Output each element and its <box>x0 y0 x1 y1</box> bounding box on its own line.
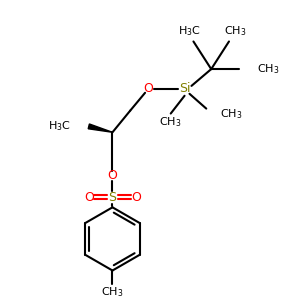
Polygon shape <box>88 124 112 132</box>
Text: S: S <box>109 191 116 204</box>
Text: O: O <box>84 191 94 204</box>
Text: CH$_3$: CH$_3$ <box>220 108 243 122</box>
Text: Si: Si <box>179 82 190 95</box>
Text: CH$_3$: CH$_3$ <box>101 285 124 299</box>
Text: CH$_3$: CH$_3$ <box>224 24 246 38</box>
Text: H$_3$C: H$_3$C <box>178 25 201 38</box>
Text: H$_3$C: H$_3$C <box>48 119 71 133</box>
Text: O: O <box>107 169 117 182</box>
Text: CH$_3$: CH$_3$ <box>160 116 182 129</box>
Text: O: O <box>131 191 141 204</box>
Text: O: O <box>143 82 153 95</box>
Text: CH$_3$: CH$_3$ <box>256 62 279 76</box>
